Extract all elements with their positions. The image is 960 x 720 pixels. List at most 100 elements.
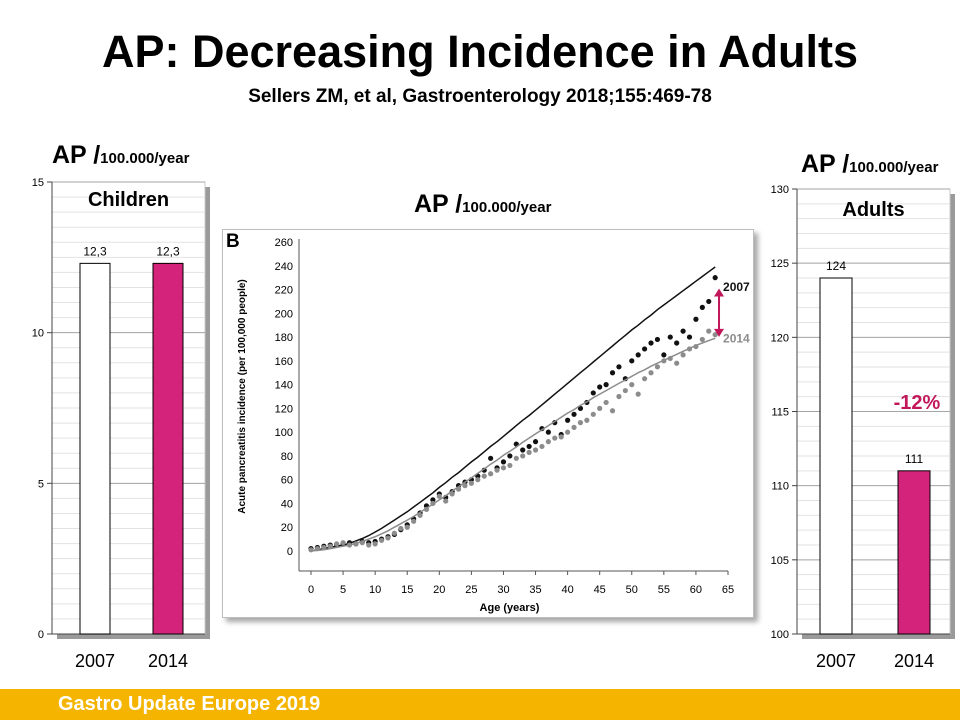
- slide-title: AP: Decreasing Incidence in Adults: [101, 26, 858, 77]
- series-2007-point: [500, 459, 507, 465]
- children-bar-2014: [152, 262, 184, 635]
- series-2014-point: [642, 376, 648, 382]
- series-2014-point: [693, 343, 699, 350]
- series-2007-point: [520, 447, 526, 453]
- children-y-tick-label: 10: [32, 328, 44, 340]
- series-2014-point: [571, 424, 577, 430]
- series-2014-point: [423, 506, 430, 513]
- scatter-y-tick-label: 240: [275, 261, 293, 273]
- series-2014-point: [468, 480, 474, 486]
- children-x-category-label: 2014: [148, 651, 188, 671]
- series-2014-point: [455, 486, 462, 492]
- series-2014-point: [603, 399, 609, 406]
- adults-bar-2014: [897, 470, 931, 635]
- series-2014-point: [417, 512, 423, 518]
- scatter-heading-main: AP /: [414, 190, 463, 218]
- children-bar-value-label: 12,3: [83, 244, 107, 258]
- series-2007-point: [693, 316, 699, 322]
- series-2014-point: [449, 491, 455, 497]
- scatter-x-tick-label: 10: [369, 584, 381, 596]
- series-2014-point: [513, 455, 519, 461]
- series-2014-point: [629, 382, 635, 388]
- scatter-x-tick-label: 0: [308, 584, 314, 596]
- children-heading-unit: 100.000/year: [100, 150, 190, 167]
- series-2014-point: [545, 439, 551, 445]
- adults-heading-unit: 100.000/year: [849, 159, 939, 176]
- series-2014-point: [635, 391, 641, 397]
- footer-bar: Gastro Update Europe 2019: [0, 689, 960, 720]
- scatter-y-tick-label: 220: [275, 285, 293, 297]
- series-2014-point: [565, 429, 571, 435]
- series-2007-point: [609, 370, 616, 376]
- adults-heading: AP /100.000/year: [801, 149, 938, 183]
- adults-heading-main: AP /: [801, 150, 850, 178]
- scatter-y-tick-label: 260: [275, 237, 293, 249]
- series-2014-point: [340, 540, 346, 546]
- series-2014-point: [372, 541, 378, 547]
- difference-arrow-head-up: [714, 288, 725, 297]
- scatter-x-tick-label: 45: [594, 584, 606, 596]
- scatter-x-tick-label: 55: [658, 584, 670, 596]
- children-x-category-label: 2007: [75, 651, 115, 671]
- series-2014-point: [385, 535, 391, 541]
- scatter-y-tick-label: 100: [275, 427, 293, 439]
- series-2014-point: [654, 364, 661, 370]
- series-2014-point: [430, 500, 436, 507]
- adults-change-label: -12%: [894, 392, 941, 414]
- series-2014-point: [314, 546, 321, 552]
- series-2014-point: [321, 544, 327, 551]
- series-2007-point: [597, 384, 603, 390]
- series-2007-point: [629, 358, 635, 364]
- children-heading: AP /100.000/year: [52, 140, 189, 174]
- series-2014-point: [706, 328, 712, 334]
- series-2014-point: [712, 332, 718, 338]
- series-2007-point: [680, 328, 686, 334]
- series-2007-point: [616, 364, 622, 370]
- series-2007-point: [635, 352, 641, 358]
- series-2014-point: [616, 393, 622, 400]
- series-2007-point: [488, 455, 494, 461]
- series-2014-point: [462, 483, 468, 489]
- scatter-x-tick-label: 15: [401, 584, 413, 596]
- series-2007-point: [712, 275, 718, 281]
- series-2007-point: [507, 453, 513, 459]
- series-2007-point: [667, 334, 673, 340]
- series-2014-point: [378, 537, 385, 543]
- scatter-y-tick-label: 40: [281, 498, 293, 510]
- scatter-y-tick-label: 0: [287, 546, 293, 558]
- adults-y-tick-label: 105: [771, 555, 789, 567]
- adults-y-tick-label: 125: [771, 258, 789, 270]
- series-2014-point: [366, 542, 372, 548]
- series-2014-fit-line: [310, 337, 716, 552]
- scatter-x-tick-label: 30: [497, 584, 509, 596]
- adults-y-tick-label: 130: [771, 184, 789, 196]
- series-2014-point: [481, 473, 487, 479]
- adults-y-tick-label: 115: [771, 407, 789, 419]
- series-2014-annotation: 2014: [723, 331, 750, 345]
- scatter-x-axis-label: Age (years): [480, 602, 540, 614]
- series-2007: [308, 266, 718, 552]
- children-heading-main: AP /: [52, 141, 101, 169]
- series-2007-point: [545, 429, 551, 435]
- children-bar-2007: [79, 262, 111, 635]
- series-2007-point: [686, 334, 693, 340]
- series-2014-point: [558, 434, 564, 440]
- series-2007-point: [565, 417, 571, 423]
- children-panel-title: Children: [88, 189, 169, 211]
- series-2014-point: [443, 498, 449, 504]
- scatter-y-axis-label: Acute pancreatitis incidence (per 100,00…: [237, 279, 248, 514]
- scatter-x-tick-label: 35: [529, 584, 541, 596]
- children-y-tick-label: 0: [38, 629, 44, 641]
- scatter-panel: B 0 20 40 60 80 100 120 140 160 180 200 220 240 260 0 5 1…: [222, 229, 754, 618]
- series-2007-point: [571, 411, 577, 417]
- series-2014-point: [488, 471, 494, 477]
- series-2014-point: [661, 358, 667, 364]
- series-2014-point: [327, 543, 333, 549]
- children-bar-value-label: 12,3: [156, 244, 180, 258]
- scatter-x-tick-label: 5: [340, 584, 346, 596]
- series-2014-point: [590, 411, 596, 417]
- scatter-heading-unit: 100.000/year: [462, 199, 552, 216]
- age-incidence-scatter-chart: B 0 20 40 60 80 100 120 140 160 180 200 220 240 260 0 5 1…: [226, 231, 750, 614]
- scatter-x-tick-label: 20: [433, 584, 445, 596]
